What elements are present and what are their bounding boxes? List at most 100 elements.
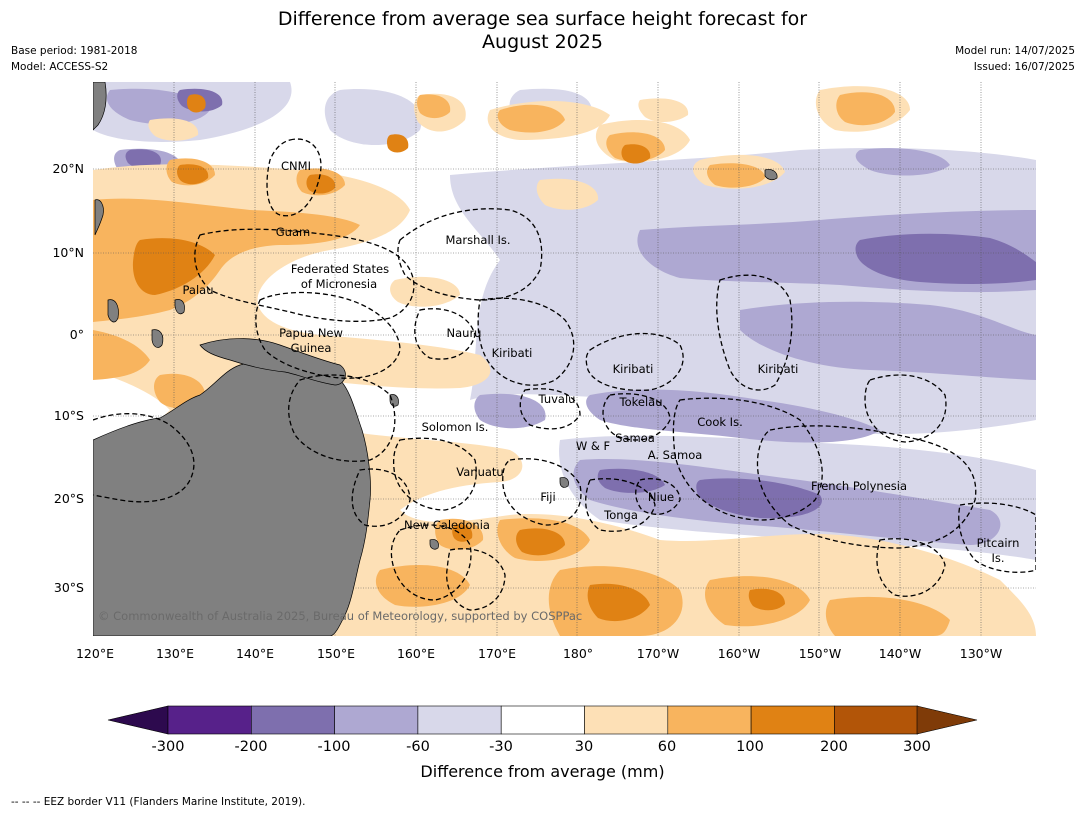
colorbar-tick: -60	[406, 739, 430, 755]
graticule	[93, 82, 1036, 636]
lat-axis-labels: 20°N 10°N 0° 10°S 20°S 30°S	[52, 161, 84, 595]
lon-label: 130°W	[960, 646, 1002, 661]
colorbar-box	[417, 705, 502, 735]
fiji-land	[559, 477, 569, 488]
place-label: New Caledonia	[404, 518, 490, 532]
place-label: Cook Is.	[697, 415, 742, 429]
colorbar-extend-max	[916, 705, 978, 735]
meta-right: Model run: 14/07/2025 Issued: 16/07/2025	[955, 43, 1075, 75]
colorbar-extend-min	[107, 705, 169, 735]
place-label: Nauru	[447, 326, 482, 340]
philippines-land	[94, 199, 104, 236]
lon-label: 150°W	[799, 646, 841, 661]
place-label: Guam	[276, 225, 310, 239]
model-label: Model: ACCESS-S2	[11, 61, 109, 73]
map-area	[93, 82, 1036, 636]
lat-label: 30°S	[54, 580, 84, 595]
colorbar-tick: -30	[489, 739, 513, 755]
colorbar-box	[251, 705, 335, 735]
halmahera-land	[174, 299, 185, 315]
chart-title: Difference from average sea surface heig…	[0, 8, 1085, 54]
colorbar-tick: 200	[820, 739, 848, 755]
eez-borders	[93, 138, 1036, 611]
lat-label: 0°	[70, 327, 84, 342]
colorbar-tick: 30	[575, 739, 593, 755]
colorbar-box	[334, 705, 419, 735]
place-label: Kiribati	[758, 362, 799, 376]
colorbar-tick: 300	[903, 739, 931, 755]
place-label: CNMI	[281, 159, 311, 173]
place-label: A. Samoa	[648, 448, 703, 462]
copyright-notice: © Commonwealth of Australia 2025, Bureau…	[98, 609, 583, 623]
lat-label: 20°S	[54, 491, 84, 506]
colorbar-box	[167, 705, 252, 735]
lon-label: 120°E	[76, 646, 114, 661]
colorbar-label: Difference from average (mm)	[420, 762, 665, 781]
lon-label: 160°E	[397, 646, 435, 661]
place-label: Vanuatu	[456, 465, 503, 479]
colorbar-tick: -300	[152, 739, 185, 755]
map-svg: 120°E 130°E 140°E 150°E 160°E 170°E 180°…	[52, 82, 1036, 755]
colorbar-box	[750, 705, 835, 735]
place-label: Tuvalu	[538, 392, 576, 406]
lon-label: 150°E	[317, 646, 355, 661]
colorbar: -300 -200 -100 -60 -30 30 60 100 200 300	[107, 705, 978, 755]
place-label: Tonga	[603, 508, 638, 522]
colorbar-tick: 60	[658, 739, 676, 755]
place-label: Pitcairn	[977, 536, 1020, 550]
place-label: Papua New	[279, 326, 343, 340]
lon-label: 140°W	[879, 646, 921, 661]
lat-label: 20°N	[52, 161, 84, 176]
model-run-label: Model run: 14/07/2025	[955, 45, 1075, 57]
place-label: W & F	[576, 439, 610, 453]
title-line-2: August 2025	[482, 31, 603, 53]
borneo-land	[107, 299, 119, 323]
lat-label: 10°N	[52, 245, 84, 260]
place-labels: CNMI Guam Marshall Is. Federated States …	[183, 159, 1020, 565]
place-label: Palau	[183, 283, 214, 297]
place-label: of Micronesia	[301, 277, 377, 291]
sulawesi-land	[151, 329, 164, 348]
place-label: Solomon Is.	[422, 420, 489, 434]
colorbar-box	[667, 705, 752, 735]
colorbar-tick: -100	[318, 739, 351, 755]
colorbar-tick: 100	[736, 739, 764, 755]
base-period-label: Base period: 1981-2018	[11, 45, 138, 57]
place-label: Fiji	[540, 490, 555, 504]
anomaly-negative-dark	[125, 88, 1036, 519]
colorbar-box	[584, 705, 669, 735]
lon-label: 170°W	[637, 646, 679, 661]
place-label: Niue	[648, 490, 674, 504]
place-label: Federated States	[291, 262, 389, 276]
place-label: Samoa	[615, 431, 655, 445]
issued-label: Issued: 16/07/2025	[973, 61, 1075, 73]
meta-left: Base period: 1981-2018 Model: ACCESS-S2	[11, 43, 137, 75]
colorbar-box	[834, 705, 919, 735]
lon-label: 180°	[563, 646, 593, 661]
place-label: Is.	[991, 551, 1004, 565]
colorbar-ticks: -300 -200 -100 -60 -30 30 60 100 200 300	[152, 739, 931, 755]
land-masses	[93, 82, 778, 636]
lon-label: 170°E	[478, 646, 516, 661]
colorbar-tick: -200	[235, 739, 268, 755]
place-label: Kiribati	[492, 346, 533, 360]
solomon-land	[389, 394, 399, 407]
place-label: Tokelau	[619, 395, 663, 409]
place-label: Marshall Is.	[445, 233, 510, 247]
lat-label: 10°S	[54, 408, 84, 423]
lon-label: 130°E	[156, 646, 194, 661]
lon-label: 160°W	[718, 646, 760, 661]
hawaii-land	[764, 169, 778, 181]
lon-label: 140°E	[236, 646, 274, 661]
place-label: French Polynesia	[811, 479, 907, 493]
place-label: Kiribati	[613, 362, 654, 376]
lon-axis-labels: 120°E 130°E 140°E 150°E 160°E 170°E 180°…	[76, 646, 1002, 661]
place-label: Guinea	[291, 341, 332, 355]
colorbar-box	[500, 705, 585, 735]
colorbar-boxes	[167, 705, 919, 735]
china-coast-land	[93, 82, 107, 131]
new-guinea-land	[199, 338, 346, 386]
title-line-1: Difference from average sea surface heig…	[277, 8, 808, 30]
eez-footnote: -- -- -- EEZ border V11 (Flanders Marine…	[11, 796, 306, 808]
new-caledonia-land	[429, 539, 439, 550]
